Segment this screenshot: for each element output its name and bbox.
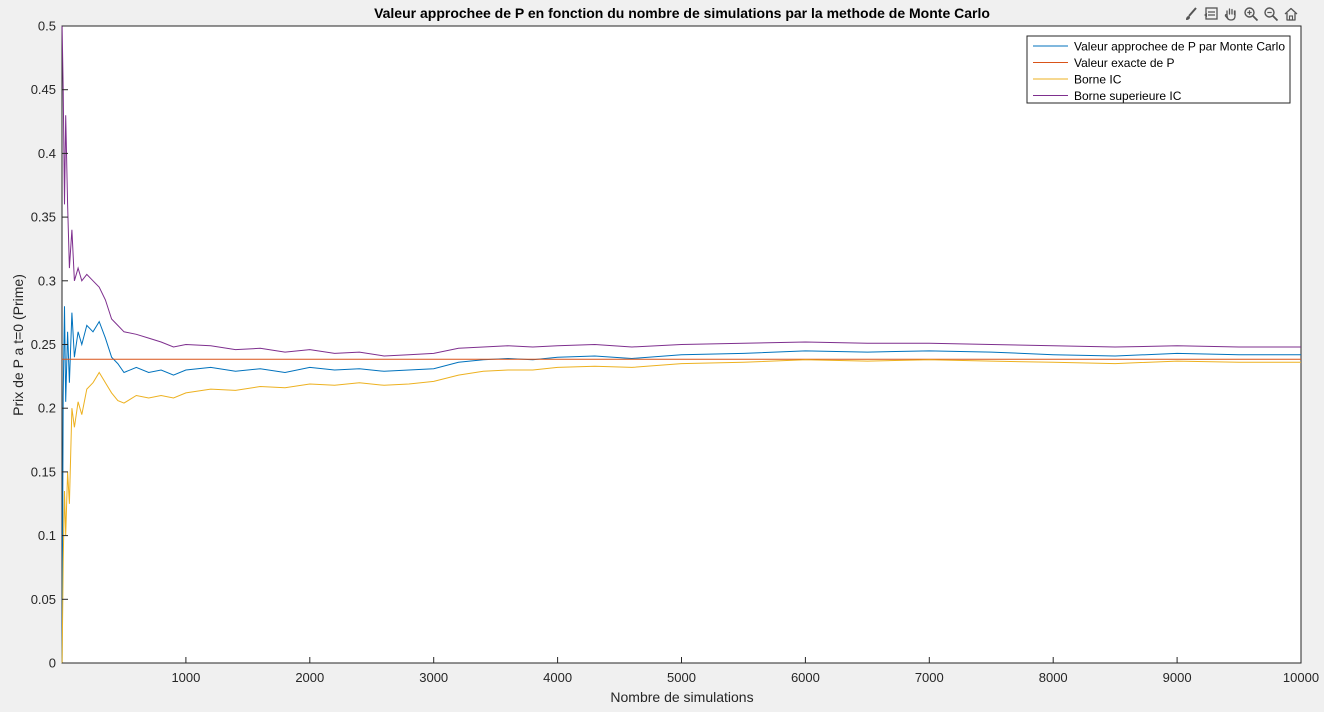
x-tick-label: 4000: [543, 670, 572, 685]
legend-label-1: Valeur approchee de P par Monte Carlo: [1074, 40, 1285, 54]
zoom-in-icon[interactable]: [1242, 5, 1260, 23]
brush-icon[interactable]: [1182, 5, 1200, 23]
x-tick-label: 8000: [1039, 670, 1068, 685]
legend[interactable]: Valeur approchee de P par Monte Carlo Val…: [1026, 35, 1291, 104]
x-tick-label: 3000: [419, 670, 448, 685]
x-tick-label: 5000: [667, 670, 696, 685]
legend-label-2: Valeur exacte de P: [1074, 56, 1175, 70]
x-tick-label: 10000: [1283, 670, 1319, 685]
y-tick-label: 0.3: [38, 273, 56, 288]
y-tick-label: 0.1: [38, 528, 56, 543]
home-icon[interactable]: [1282, 5, 1300, 23]
series-line-4: [61, 25, 1301, 357]
x-tick-label: 9000: [1163, 670, 1192, 685]
y-tick-label: 0.4: [38, 146, 56, 161]
y-tick-label: 0.05: [31, 592, 56, 607]
data-tip-icon[interactable]: [1202, 5, 1220, 23]
series-line-1: [61, 306, 1301, 664]
x-tick-label: 7000: [915, 670, 944, 685]
chart-title: Valeur approchee de P en fonction du nom…: [374, 5, 990, 21]
y-tick-label: 0.45: [31, 82, 56, 97]
x-tick-label: 6000: [791, 670, 820, 685]
x-tick-label: 1000: [171, 670, 200, 685]
x-tick-label: 2000: [295, 670, 324, 685]
y-tick-label: 0.2: [38, 401, 56, 416]
x-axis-label: Nombre de simulations: [610, 689, 753, 705]
ticks-layer: 1000 2000 3000 4000 5000 6000 7000 8000 9000 1000…: [31, 19, 1319, 686]
y-tick-label: 0.35: [31, 210, 56, 225]
axes-toolbar: [1182, 4, 1300, 24]
y-tick-label: 0.25: [31, 337, 56, 352]
legend-box: [1026, 35, 1291, 104]
series-layer: [61, 25, 1301, 664]
legend-items: Valeur approchee de P par Monte Carlo Val…: [1033, 40, 1285, 103]
legend-label-4: Borne superieure IC: [1074, 89, 1182, 103]
series-line-3: [61, 359, 1301, 664]
legend-label-3: Borne IC: [1074, 73, 1122, 87]
y-tick-label: 0.5: [38, 19, 56, 34]
y-tick-label: 0.15: [31, 464, 56, 479]
y-tick-label: 0: [49, 656, 56, 671]
zoom-out-icon[interactable]: [1262, 5, 1280, 23]
y-axis-label: Prix de P a t=0 (Prime): [10, 274, 26, 416]
pan-icon[interactable]: [1222, 5, 1240, 23]
